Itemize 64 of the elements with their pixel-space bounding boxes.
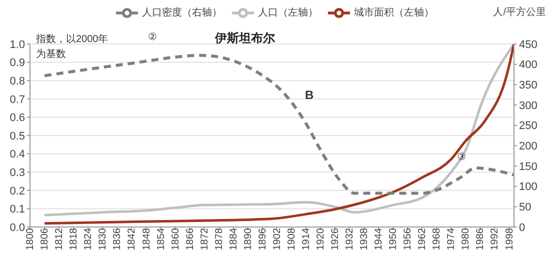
annotation: ③ [457, 151, 466, 165]
annotation: 指数，以2000年为基数 [36, 32, 110, 62]
x-tick-label: 1854 [156, 228, 167, 250]
x-tick-label: 1830 [98, 228, 109, 250]
x-tick-label: 1914 [300, 228, 312, 250]
y-tick-label: 0.9 [10, 57, 25, 70]
legend-label: 城市面积（左轴） [354, 8, 434, 19]
x-tick-label: 1920 [316, 228, 326, 250]
x-tick-label: 1998 [504, 228, 516, 250]
x-tick-label: 1800 [25, 228, 36, 250]
y2-tick-label: 200 [519, 140, 538, 153]
text: ② [148, 31, 157, 45]
y-tick-label: 0.6 [10, 112, 25, 124]
y-tick-label: 0.4 [10, 148, 25, 161]
x-tick-label: 1908 [286, 228, 298, 250]
y-tick-label: 1.0 [10, 38, 25, 51]
x-tick-label: 1926 [330, 228, 342, 250]
x-tick-label: 1818 [68, 228, 80, 250]
y-tick-label: 0.3 [10, 167, 25, 180]
x-tick-label: 1962 [417, 228, 428, 250]
y-tick-label: 0.2 [10, 185, 25, 198]
y-tick-label: 0.7 [10, 94, 25, 106]
x-tick-label: 1872 [199, 228, 210, 250]
y2-tick-label: 50 [519, 202, 532, 214]
x-tick-label: 1974 [446, 228, 458, 250]
x-tick-label: 1992 [490, 228, 501, 250]
x-tick-label: 1836 [112, 228, 124, 250]
x-tick-label: 1878 [214, 228, 225, 250]
x-tick-label: 1944 [374, 228, 385, 250]
x-tick-label: 1866 [184, 228, 196, 250]
y-tick-label: 0.1 [10, 204, 25, 216]
y-tick-label: 0.8 [10, 76, 25, 88]
y2-tick-label: 250 [519, 120, 538, 132]
y2-axis-title: 人/平方公里 [493, 6, 546, 19]
x-tick-label: 1890 [242, 228, 254, 250]
x-tick-label: 1950 [388, 228, 400, 250]
x-tick-label: 1842 [126, 228, 138, 250]
x-tick-label: 1938 [359, 228, 370, 250]
legend-label: 人口（左轴） [258, 8, 318, 19]
x-tick-label: 1812 [54, 228, 66, 250]
x-tick-label: 1980 [460, 228, 472, 250]
y2-tick-label: 400 [519, 59, 538, 72]
x-tick-label: 1896 [257, 228, 268, 250]
x-tick-label: 1848 [141, 228, 152, 250]
x-tick-label: 1902 [272, 228, 283, 250]
x-tick-label: 1956 [402, 228, 414, 250]
x-tick-label: 1986 [475, 228, 486, 250]
x-tick-label: 1884 [228, 228, 240, 250]
y2-tick-label: 0 [519, 222, 526, 234]
y2-tick-label: 450 [519, 38, 538, 51]
legend-label: 人口密度（右轴） [142, 8, 222, 19]
y-tick-label: 0.0 [10, 222, 25, 234]
y2-tick-label: 300 [519, 100, 538, 112]
x-tick-label: 1824 [83, 228, 94, 250]
x-tick-label: 1968 [432, 228, 443, 250]
y2-tick-label: 350 [519, 80, 538, 92]
y2-tick-label: 150 [519, 160, 538, 173]
x-tick-label: 1932 [344, 228, 356, 250]
y2-tick-label: 100 [519, 181, 538, 194]
chart-title: 伊斯坦布尔 [215, 30, 275, 47]
y-tick-label: 0.5 [10, 130, 25, 142]
x-tick-label: 1860 [170, 228, 182, 250]
x-tick-label: 1806 [40, 228, 51, 250]
annotation: B [305, 88, 314, 103]
